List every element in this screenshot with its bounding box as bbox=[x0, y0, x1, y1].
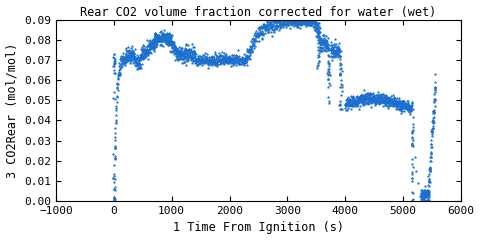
Title: Rear CO2 volume fraction corrected for water (wet): Rear CO2 volume fraction corrected for w… bbox=[80, 6, 437, 18]
X-axis label: 1 Time From Ignition (s): 1 Time From Ignition (s) bbox=[173, 222, 344, 234]
Y-axis label: 3 CO2Rear (mol/mol): 3 CO2Rear (mol/mol) bbox=[6, 43, 19, 178]
